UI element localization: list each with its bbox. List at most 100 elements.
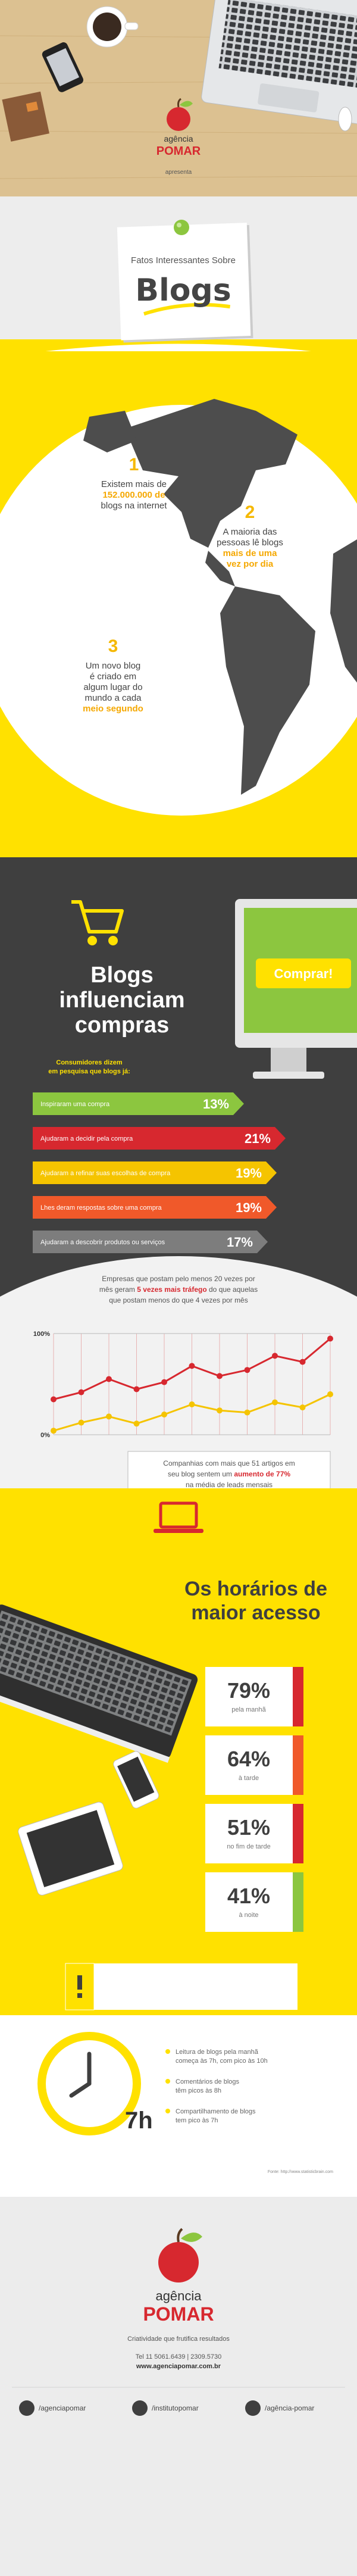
fact-text-segment: A maioria das bbox=[223, 527, 277, 537]
hour-value: 79% bbox=[227, 1678, 270, 1703]
series-point bbox=[217, 1407, 223, 1414]
series-point bbox=[244, 1367, 250, 1373]
bullet-text: têm picos às 8h bbox=[176, 2087, 221, 2094]
note-line1: Fatos Interessantes Sobre bbox=[131, 255, 236, 266]
series-point bbox=[161, 1412, 167, 1417]
footer-logo bbox=[158, 2228, 202, 2283]
hour-card bbox=[205, 1804, 303, 1863]
series-point bbox=[78, 1419, 84, 1426]
monitor-icon bbox=[154, 1501, 203, 1533]
social-handle: /agência-pomar bbox=[265, 2404, 314, 2412]
continents bbox=[83, 399, 357, 795]
hours-heading: maior acesso bbox=[191, 1601, 320, 1624]
brand: POMAR bbox=[156, 145, 201, 158]
leads-text-segment: aumento de 77% bbox=[234, 1470, 290, 1478]
fact-text: é criado em bbox=[90, 672, 136, 682]
purchase-bar bbox=[33, 1092, 244, 1115]
leads-text: na média de leads mensais bbox=[186, 1481, 273, 1489]
traffic-text-segment: Empresas que postam pelo menos 20 vezes … bbox=[102, 1275, 255, 1283]
y-tick-label: 100% bbox=[33, 1331, 50, 1338]
hour-value: 51% bbox=[227, 1815, 270, 1840]
coffee bbox=[86, 6, 139, 48]
purchase-heading: influenciam bbox=[59, 988, 184, 1013]
url: www.agenciapomar.com.br bbox=[136, 2363, 221, 2370]
fact-text: algum lugar do bbox=[83, 682, 142, 692]
traffic-text-segment: do que aquelas bbox=[207, 1285, 258, 1294]
traffic-text: mês geram 5 vezes mais tráfego do que aq… bbox=[99, 1285, 258, 1294]
purchase-label: Lhes deram respostas sobre uma compra bbox=[40, 1204, 162, 1211]
social-handle: /institutopomar bbox=[152, 2404, 199, 2412]
note bbox=[117, 223, 253, 343]
hour-card-strip bbox=[293, 1667, 303, 1726]
hour-label: no fim de tarde bbox=[227, 1843, 270, 1850]
hour-card-strip bbox=[293, 1872, 303, 1932]
social-icon bbox=[19, 2400, 35, 2416]
traffic-text-segment: 5 vezes mais tráfego bbox=[137, 1285, 206, 1294]
purchase-bar bbox=[33, 1231, 268, 1253]
leads-text-segment: seu blog sentem um bbox=[168, 1470, 234, 1478]
clock bbox=[37, 2032, 141, 2135]
fact-text: mais de uma bbox=[223, 548, 278, 558]
purchase-heading: Blogs bbox=[90, 963, 154, 988]
purchase-value: 13% bbox=[203, 1097, 229, 1111]
series-point bbox=[244, 1409, 250, 1416]
purchase-intro: em pesquisa que blogs já: bbox=[48, 1068, 130, 1075]
tagline: Criatividade que frutifica resultados bbox=[127, 2335, 230, 2343]
purchase-bar bbox=[33, 1196, 277, 1219]
bullet-dot bbox=[165, 2109, 170, 2113]
series-point bbox=[106, 1376, 112, 1382]
leads-text-segment: Companhias com mais que 51 artigos em bbox=[163, 1459, 295, 1467]
fact-text: blogs na internet bbox=[101, 501, 168, 511]
fact-text-segment: Um novo blog bbox=[86, 661, 141, 671]
series-point bbox=[133, 1420, 140, 1427]
brand-small: agência bbox=[164, 134, 193, 143]
exclamation bbox=[77, 1975, 82, 1990]
purchase-value: 21% bbox=[245, 1131, 271, 1146]
purchase-value: 19% bbox=[236, 1166, 262, 1181]
fact-text: meio segundo bbox=[83, 704, 143, 714]
bullet-text: começa às 7h, com pico às 10h bbox=[176, 2057, 268, 2065]
hour-card bbox=[205, 1667, 303, 1726]
fact-number: 3 bbox=[108, 636, 118, 656]
y-tick-label: 0% bbox=[40, 1432, 50, 1439]
series-point bbox=[217, 1373, 223, 1379]
fact-text-segment: vez por dia bbox=[227, 559, 274, 569]
social-icon bbox=[132, 2400, 148, 2416]
hour-card bbox=[205, 1735, 303, 1795]
series-point bbox=[133, 1386, 140, 1392]
fact-number: 2 bbox=[245, 502, 255, 522]
fact-text: A maioria das bbox=[223, 527, 277, 537]
fact-text-segment: blogs na internet bbox=[101, 501, 168, 511]
fact-number: 1 bbox=[129, 455, 139, 474]
clock-time: 7h bbox=[125, 2107, 153, 2134]
series-point bbox=[51, 1396, 57, 1403]
note-title: Blogs bbox=[135, 273, 231, 308]
presents: apresenta bbox=[165, 169, 192, 176]
social-handle: /agenciapomar bbox=[39, 2404, 86, 2412]
purchase-label: Ajudaram a refinar suas escolhas de comp… bbox=[40, 1170, 171, 1177]
series-point bbox=[189, 1363, 195, 1369]
phone bbox=[42, 42, 84, 92]
laptop bbox=[201, 0, 357, 126]
yellow-edge bbox=[0, 339, 357, 357]
leads-text: Companhias com mais que 51 artigos em bbox=[163, 1459, 295, 1467]
purchase-heading: compras bbox=[75, 1013, 169, 1038]
purchase-value: 19% bbox=[236, 1200, 262, 1215]
hour-card-strip bbox=[293, 1804, 303, 1863]
series-point bbox=[189, 1401, 195, 1407]
purchase-intro: Consumidores dizem bbox=[56, 1059, 122, 1066]
hour-label: pela manhã bbox=[231, 1706, 266, 1713]
traffic-text-segment: mês geram bbox=[99, 1285, 137, 1294]
traffic-text: Empresas que postam pelo menos 20 vezes … bbox=[102, 1275, 255, 1283]
hour-label: à noite bbox=[239, 1912, 258, 1919]
fact-text: pessoas lê blogs bbox=[217, 538, 283, 548]
bullet-text: tem pico às 7h bbox=[176, 2117, 218, 2124]
leads-text: seu blog sentem um aumento de 77% bbox=[168, 1470, 290, 1478]
cart-icon bbox=[71, 900, 124, 945]
notebook bbox=[2, 91, 49, 142]
series-point bbox=[161, 1379, 167, 1385]
fact-text: 152.000.000 de bbox=[102, 490, 165, 500]
